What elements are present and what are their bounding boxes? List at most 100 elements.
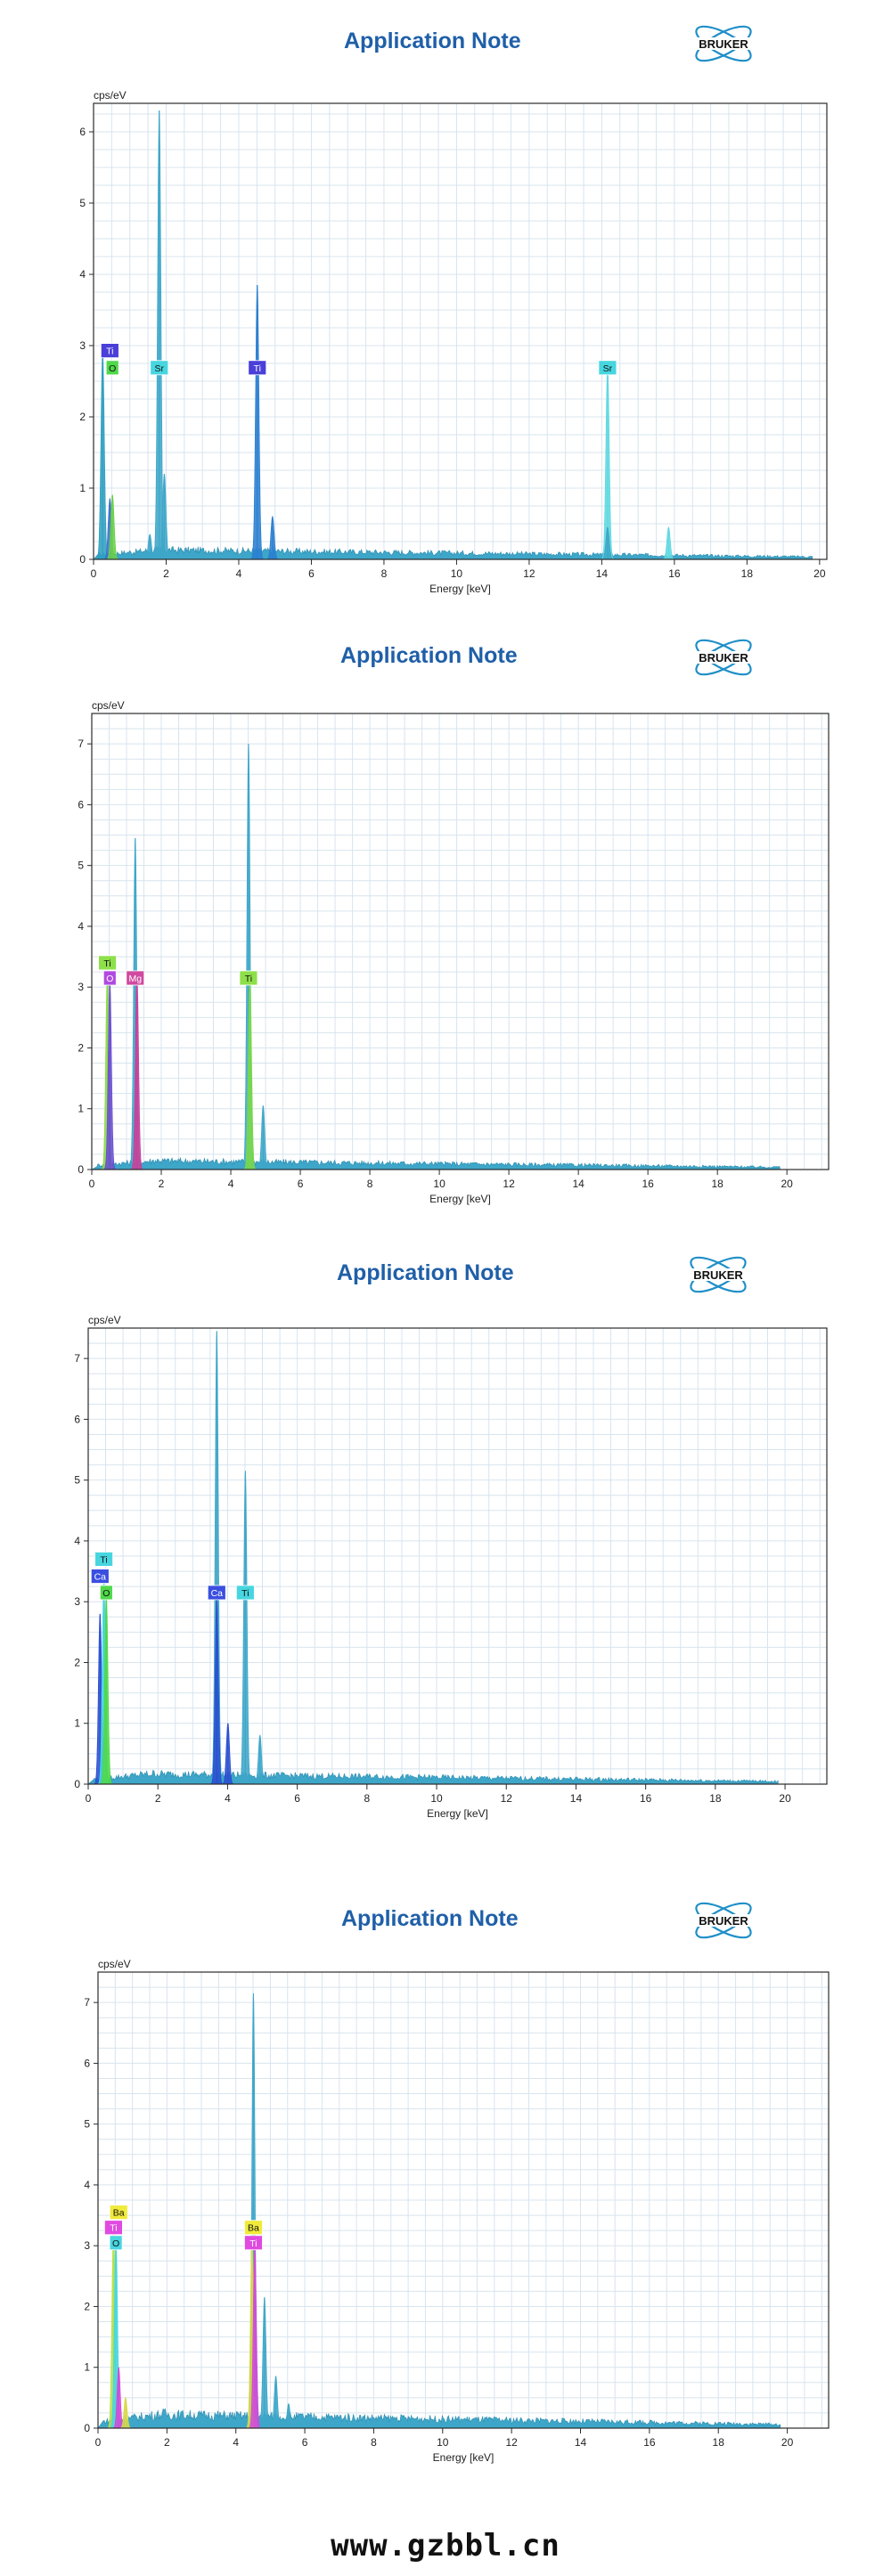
element-label-text: Ti (103, 958, 110, 969)
element-label-text: Ti (254, 363, 261, 374)
x-tick-label: 18 (709, 1792, 722, 1805)
svg-text:BRUKER: BRUKER (699, 651, 748, 664)
element-label-box (239, 970, 258, 986)
element-label-box (207, 1585, 226, 1601)
x-tick-label: 12 (501, 1792, 513, 1805)
x-axis-label: Energy [keV] (427, 1807, 488, 1820)
bruker-logo: BRUKER (684, 20, 763, 67)
x-tick-label: 0 (86, 1792, 92, 1805)
x-tick-label: 8 (371, 2436, 377, 2449)
element-label-box (235, 1585, 255, 1601)
y-tick-label: 2 (74, 1656, 80, 1668)
element-label: Ti (244, 2235, 263, 2251)
element-label-text: O (102, 1588, 110, 1599)
x-tick-label: 12 (505, 2436, 518, 2449)
y-tick-label: 3 (74, 1595, 80, 1608)
element-label: Ti (94, 1552, 113, 1567)
x-tick-label: 16 (643, 2436, 656, 2449)
bruker-logo-icon: BRUKER (688, 1256, 748, 1293)
x-tick-label: 18 (711, 1178, 723, 1190)
x-tick-label: 2 (163, 567, 169, 580)
spectrum-chart-4: 0 2 4 6 8 10 12 14 16 18 20 0 1 2 3 4 5 6 7 cps/eV Energy [k… (0, 1958, 891, 2474)
element-label-box (598, 360, 617, 376)
y-axis-label: cps/eV (92, 699, 125, 712)
element-label: Ti (98, 955, 117, 971)
y-tick-label: 1 (74, 1717, 80, 1730)
element-label-text: O (106, 974, 113, 984)
y-axis-label: cps/eV (98, 1958, 131, 1970)
element-label: Sr (150, 360, 169, 376)
element-label-text: Ti (100, 1554, 107, 1565)
y-tick-label: 6 (79, 126, 86, 138)
grid (93, 103, 827, 560)
x-tick-label: 12 (503, 1178, 515, 1190)
y-tick-label: 2 (79, 411, 86, 423)
element-label-text: Mg (128, 974, 142, 984)
x-tick-label: 4 (233, 2436, 239, 2449)
element-label: O (105, 360, 119, 376)
y-tick-label: 4 (84, 2179, 90, 2191)
y-tick-label: 4 (78, 920, 84, 933)
x-tick-label: 14 (570, 1792, 583, 1805)
element-label-text: O (112, 2238, 119, 2249)
spectrum-baseline (87, 1769, 779, 1785)
y-tick-label: 6 (78, 798, 84, 811)
x-tick-label: 8 (367, 1178, 373, 1190)
x-tick-label: 12 (523, 567, 535, 580)
element-label: O (99, 1585, 113, 1601)
element-label-box (126, 970, 145, 986)
element-label-box (109, 2235, 123, 2251)
element-label-box (244, 2235, 263, 2251)
element-label-box (248, 360, 267, 376)
x-tick-label: 18 (741, 567, 754, 580)
element-label-box (150, 360, 169, 376)
spectrum-chart-3: 0 2 4 6 8 10 12 14 16 18 20 0 1 2 3 4 5 6 7 cps/eV Energy [k… (0, 1314, 891, 1830)
x-tick-label: 20 (813, 567, 826, 580)
element-label: Sr (598, 360, 617, 376)
section-header-2: Application Note BRUKER (0, 632, 891, 686)
x-tick-label: 4 (236, 567, 242, 580)
x-tick-label: 8 (364, 1792, 370, 1805)
footer-url[interactable]: www.gzbbl.cn (331, 2528, 560, 2564)
y-tick-label: 4 (74, 1535, 80, 1547)
x-tick-label: 0 (95, 2436, 102, 2449)
element-label: Ca (207, 1585, 226, 1601)
y-tick-label: 1 (84, 2361, 90, 2374)
element-label-text: Ti (110, 2223, 117, 2234)
element-label-box (94, 1552, 113, 1567)
element-label-box (109, 2205, 128, 2221)
section-header-3: Application Note BRUKER (0, 1250, 891, 1303)
x-tick-label: 10 (430, 1792, 443, 1805)
x-tick-label: 10 (437, 2436, 449, 2449)
y-tick-label: 5 (79, 197, 86, 209)
x-tick-label: 0 (89, 1178, 95, 1190)
y-tick-label: 3 (79, 339, 86, 352)
x-tick-label: 16 (642, 1178, 654, 1190)
element-label-text: Ti (106, 346, 113, 357)
element-label-text: Ba (113, 2208, 125, 2219)
y-tick-label: 6 (74, 1413, 80, 1425)
element-label: O (102, 970, 117, 986)
element-label-text: Ca (211, 1588, 224, 1599)
element-label-box (100, 343, 119, 359)
x-tick-label: 4 (228, 1178, 234, 1190)
plot-frame (91, 713, 830, 1170)
element-label: O (109, 2235, 123, 2251)
x-tick-label: 0 (91, 567, 97, 580)
x-tick-label: 6 (298, 1178, 304, 1190)
y-tick-label: 7 (74, 1352, 80, 1365)
element-label-box (98, 955, 117, 971)
page-title: Application Note (344, 29, 521, 53)
page-title: Application Note (341, 1906, 519, 1931)
y-tick-label: 7 (84, 1996, 90, 2009)
spectrum-chart-1: 0 2 4 6 8 10 12 14 16 18 20 0 1 2 3 4 5 6 cps/eV Energy [ke… (0, 89, 891, 606)
grid (91, 713, 829, 1170)
y-tick-label: 3 (84, 2239, 90, 2252)
section-header-1: Application Note BRUKER (0, 18, 891, 71)
x-tick-label: 20 (779, 1792, 791, 1805)
element-label-text: Ca (94, 1572, 107, 1583)
element-label-text: Ti (245, 974, 252, 984)
x-tick-label: 2 (164, 2436, 170, 2449)
